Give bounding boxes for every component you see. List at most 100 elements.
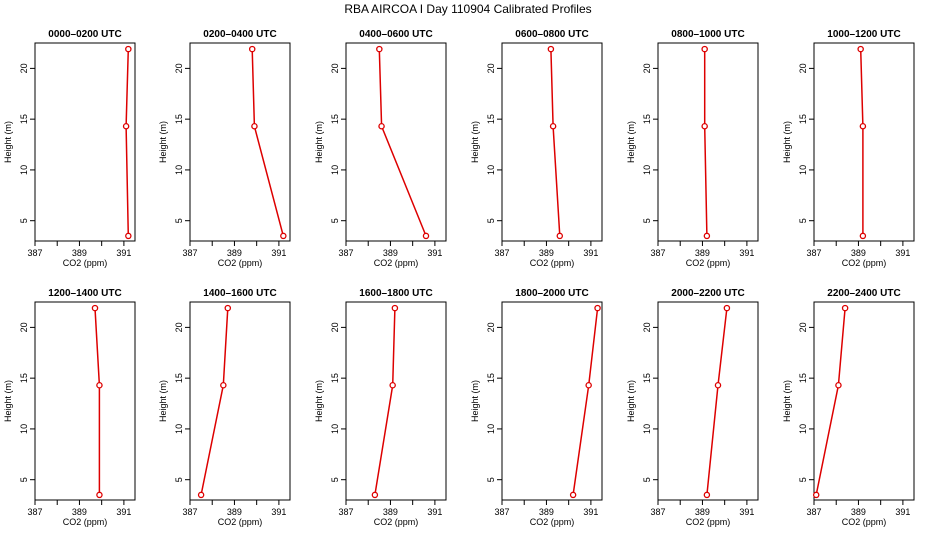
profile-line <box>374 308 396 496</box>
x-tick-label: 389 <box>695 248 710 258</box>
data-point <box>723 304 731 312</box>
data-point <box>391 304 399 312</box>
plot-frame <box>813 301 915 501</box>
data-point <box>585 382 592 389</box>
y-tick-label: 15 <box>19 373 29 383</box>
profile-line <box>550 49 561 236</box>
plot-frame <box>34 42 136 242</box>
data-point <box>389 382 396 389</box>
y-tick-label: 10 <box>19 424 29 434</box>
panel-6: 1000–1200 UTC 387 389 391 5 10 15 20 CO2 (ppm) He… <box>782 29 915 268</box>
y-axis-label: Height (m) <box>470 380 480 422</box>
panel-title: 0600–0800 UTC <box>515 29 588 40</box>
y-axis-label: Height (m) <box>314 380 324 422</box>
data-point <box>556 232 564 240</box>
panel-title: 0400–0600 UTC <box>359 29 432 40</box>
x-tick-label: 387 <box>650 248 665 258</box>
x-tick-label: 389 <box>227 507 242 517</box>
profile-line <box>859 49 864 236</box>
x-tick-label: 389 <box>72 507 87 517</box>
panel-title: 1600–1800 UTC <box>359 288 432 299</box>
panel-4: 0600–0800 UTC 387 389 391 5 10 15 20 CO2 (ppm) He… <box>470 29 603 268</box>
data-point <box>378 123 385 130</box>
x-axis-label: CO2 (ppm) <box>63 517 108 527</box>
y-tick-label: 20 <box>174 322 184 332</box>
y-tick-label: 15 <box>798 114 808 124</box>
y-tick-label: 15 <box>642 373 652 383</box>
plot-frame <box>345 301 447 501</box>
y-tick-label: 20 <box>798 322 808 332</box>
y-tick-label: 20 <box>642 322 652 332</box>
data-point <box>859 232 867 240</box>
y-tick-label: 5 <box>798 218 808 223</box>
y-tick-label: 20 <box>330 322 340 332</box>
x-tick-label: 391 <box>116 248 131 258</box>
data-point <box>96 382 103 389</box>
y-tick-label: 20 <box>174 63 184 73</box>
panel-7: 1200–1400 UTC 387 389 391 5 10 15 20 CO2 (ppm) He… <box>3 288 136 527</box>
y-tick-label: 10 <box>798 165 808 175</box>
x-tick-label: 391 <box>583 507 598 517</box>
y-tick-label: 20 <box>19 63 29 73</box>
x-axis-label: CO2 (ppm) <box>686 258 731 268</box>
plot-frame <box>501 42 603 242</box>
x-tick-label: 391 <box>739 507 754 517</box>
x-tick-label: 387 <box>27 507 42 517</box>
profile-line <box>703 49 708 236</box>
y-axis-label: Height (m) <box>782 380 792 422</box>
x-axis-label: CO2 (ppm) <box>842 258 887 268</box>
plot-frame <box>189 301 291 501</box>
y-tick-label: 20 <box>330 63 340 73</box>
x-tick-label: 391 <box>739 248 754 258</box>
y-tick-label: 20 <box>642 63 652 73</box>
data-point <box>812 491 820 499</box>
x-tick-label: 391 <box>271 507 286 517</box>
y-tick-label: 20 <box>486 63 496 73</box>
x-tick-label: 387 <box>650 507 665 517</box>
panel-title: 1800–2000 UTC <box>515 288 588 299</box>
data-point <box>701 45 708 53</box>
panel-10: 1800–2000 UTC 387 389 391 5 10 15 20 CO2 (ppm) He… <box>470 288 603 527</box>
panel-11: 2000–2200 UTC 387 389 391 5 10 15 20 CO2 (ppm) He… <box>626 288 759 527</box>
y-tick-label: 10 <box>19 165 29 175</box>
x-tick-label: 391 <box>895 248 910 258</box>
y-tick-label: 10 <box>174 165 184 175</box>
x-tick-label: 387 <box>806 507 821 517</box>
y-tick-label: 5 <box>19 218 29 223</box>
y-axis-label: Height (m) <box>3 121 13 163</box>
data-point <box>248 45 256 53</box>
x-tick-label: 389 <box>383 507 398 517</box>
data-point <box>96 491 103 499</box>
y-tick-label: 15 <box>798 373 808 383</box>
y-tick-label: 20 <box>798 63 808 73</box>
x-axis-label: CO2 (ppm) <box>218 258 263 268</box>
y-tick-label: 10 <box>486 424 496 434</box>
y-tick-label: 5 <box>174 218 184 223</box>
plot-frame <box>34 301 136 501</box>
x-tick-label: 391 <box>116 507 131 517</box>
data-point <box>280 232 287 240</box>
x-tick-label: 387 <box>338 507 353 517</box>
y-tick-label: 15 <box>330 373 340 383</box>
y-axis-label: Height (m) <box>782 121 792 163</box>
x-axis-label: CO2 (ppm) <box>530 258 575 268</box>
y-tick-label: 10 <box>174 424 184 434</box>
panel-title: 2200–2400 UTC <box>827 288 900 299</box>
x-tick-label: 391 <box>583 248 598 258</box>
y-tick-label: 20 <box>19 322 29 332</box>
y-tick-label: 5 <box>330 477 340 482</box>
x-tick-label: 387 <box>182 507 197 517</box>
y-tick-label: 15 <box>174 373 184 383</box>
y-axis-label: Height (m) <box>3 380 13 422</box>
y-axis-label: Height (m) <box>626 380 636 422</box>
profile-line <box>94 308 101 495</box>
panel-grid: 0000–0200 UTC 387 389 391 5 10 15 20 CO2 (ppm) He… <box>3 29 915 527</box>
profile-line <box>815 308 846 496</box>
x-axis-label: CO2 (ppm) <box>63 258 108 268</box>
x-tick-label: 387 <box>806 248 821 258</box>
x-tick-label: 391 <box>895 507 910 517</box>
y-tick-label: 5 <box>486 477 496 482</box>
panel-12: 2200–2400 UTC 387 389 391 5 10 15 20 CO2 (ppm) He… <box>782 288 915 527</box>
x-tick-label: 387 <box>27 248 42 258</box>
y-tick-label: 10 <box>642 424 652 434</box>
